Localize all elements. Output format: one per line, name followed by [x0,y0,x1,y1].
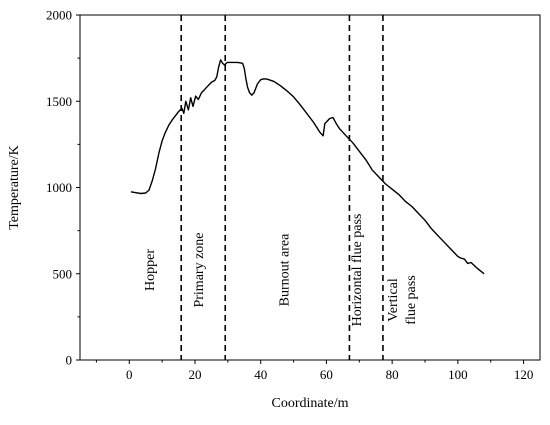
zone-label: Primary zone [192,232,207,307]
zone-label: Hopper [143,249,158,291]
x-tick-label: 40 [254,367,267,382]
y-tick-label: 1000 [46,180,72,195]
axis-ticks: 0 20 40 60 80 100 120 0 500 1000 1500 2000 [46,8,533,383]
zone-labels: Hopper Primary zone Burnout area Horizontal… [143,214,419,327]
plot-border [79,14,541,361]
zone-label: Burnout area [278,233,293,306]
y-tick-label: 2000 [46,8,72,23]
x-axis-title: Coordinate/m [272,396,349,411]
series-line-1 [130,59,485,275]
x-tick-label: 100 [448,367,468,382]
y-axis-title: Temperature/K [7,145,22,230]
zone-boundaries [180,15,384,360]
series-layer [130,59,485,275]
x-tick-label: 60 [320,367,333,382]
zone-label: flue pass [404,275,419,324]
plot-frame [79,14,541,361]
x-tick-label: 20 [189,367,202,382]
x-tick-label: 80 [386,367,399,382]
y-tick-label: 0 [66,353,73,368]
x-tick-label: 0 [126,367,133,382]
x-tick-label: 120 [514,367,534,382]
y-tick-label: 1500 [46,94,72,109]
y-tick-label: 500 [53,266,73,281]
zone-label: Horizontal flue pass [350,214,365,327]
zone-label: Vertical [386,278,401,322]
